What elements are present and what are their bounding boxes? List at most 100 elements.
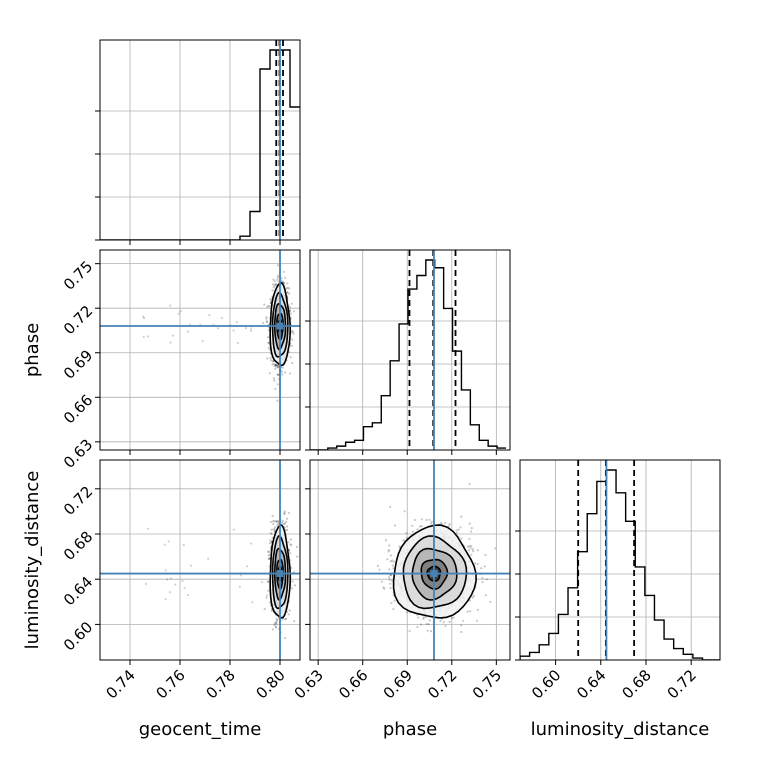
scatter-point	[460, 624, 463, 627]
scatter-point	[474, 562, 477, 565]
scatter-point	[265, 317, 268, 320]
scatter-point	[269, 532, 272, 535]
scatter-point	[444, 624, 447, 628]
scatter-point	[376, 564, 379, 568]
scatter-point	[430, 520, 433, 523]
scatter-point	[235, 321, 238, 324]
xtick-label: 0.63	[291, 666, 327, 702]
scatter-point	[422, 617, 425, 620]
scatter-point	[430, 522, 433, 525]
scatter-point	[272, 527, 275, 531]
scatter-point	[263, 303, 266, 306]
scatter-point	[470, 545, 473, 548]
scatter-point	[416, 625, 419, 629]
scatter-point	[273, 529, 276, 532]
scatter-point	[144, 582, 147, 586]
scatter-point	[289, 538, 292, 541]
scatter-point	[268, 550, 271, 554]
scatter-point	[286, 291, 289, 294]
scatter-point	[389, 505, 392, 508]
scatter-point	[429, 630, 433, 633]
scatter-point	[419, 623, 423, 626]
panel-frame	[99, 39, 301, 241]
scatter-point	[276, 619, 279, 622]
scatter-point	[288, 511, 291, 514]
scatter-point	[268, 372, 271, 375]
scatter-point	[267, 557, 270, 561]
scatter-point	[216, 327, 220, 330]
panel-content	[100, 250, 300, 450]
scatter-point	[389, 554, 393, 557]
panel-geocent_time	[95, 39, 301, 245]
scatter-point	[183, 587, 186, 590]
scatter-point	[274, 364, 277, 367]
scatter-point	[249, 329, 253, 332]
scatter-point	[452, 616, 455, 619]
xaxis-label-luminosity_distance: luminosity_distance	[531, 719, 710, 740]
scatter-point	[469, 610, 472, 613]
xaxis-label-phase: phase	[383, 719, 437, 740]
scatter-point	[268, 542, 271, 545]
truth-marker	[430, 570, 438, 578]
scatter-point	[460, 515, 463, 518]
scatter-point	[382, 586, 385, 589]
scatter-point	[468, 599, 471, 602]
scatter-point	[245, 565, 249, 568]
scatter-point	[143, 316, 146, 320]
scatter-point	[476, 549, 479, 552]
panel-geocent_time-vs-phase: 0.63 0.66 0.69 0.72 0.75	[60, 249, 301, 472]
panel-phase-vs-luminosity_distance: 0.63 0.66 0.69 0.72 0.75	[291, 459, 511, 702]
yaxis-label-phase: phase	[22, 323, 43, 377]
scatter-point	[271, 628, 274, 631]
scatter-point	[276, 364, 279, 367]
scatter-point	[268, 557, 271, 560]
scatter-point	[273, 624, 276, 627]
panel-frame	[309, 459, 511, 661]
scatter-point	[265, 594, 269, 597]
scatter-point	[236, 341, 240, 344]
scatter-point	[483, 565, 486, 568]
panel-geocent_time-vs-luminosity_distance: 0.60 0.64 0.68 0.72 0.74 0.76 0.78 0.80	[60, 459, 301, 702]
panel-content	[310, 250, 506, 450]
xtick-label: 0.72	[664, 666, 700, 702]
scatter-point	[471, 548, 474, 551]
scatter-point	[390, 574, 393, 577]
scatter-point	[276, 399, 279, 402]
scatter-point	[269, 297, 272, 300]
scatter-point	[271, 363, 274, 366]
scatter-point	[266, 306, 269, 309]
scatter-point	[470, 530, 473, 533]
scatter-point	[276, 366, 279, 369]
scatter-point	[273, 520, 276, 523]
scatter-point	[467, 545, 470, 548]
scatter-point	[232, 528, 235, 531]
xtick-label: 0.72	[424, 666, 460, 702]
scatter-point	[273, 379, 276, 382]
scatter-point	[291, 330, 294, 333]
scatter-point	[272, 360, 275, 363]
scatter-point	[266, 357, 269, 360]
xaxis-label-geocent_time: geocent_time	[139, 719, 262, 740]
scatter-point	[392, 608, 395, 611]
scatter-point	[272, 377, 275, 380]
scatter-point	[277, 373, 280, 376]
xtick-label: 0.76	[152, 666, 188, 702]
xtick-label: 0.69	[380, 666, 416, 702]
scatter-point	[282, 270, 285, 274]
scatter-point	[293, 620, 296, 623]
scatter-point	[244, 327, 247, 330]
scatter-point	[283, 510, 286, 513]
scatter-point	[285, 617, 288, 620]
scatter-point	[268, 553, 271, 556]
scatter-point	[275, 520, 278, 523]
scatter-point	[282, 281, 286, 284]
scatter-point	[455, 529, 458, 532]
xtick-label: 0.74	[102, 666, 138, 702]
scatter-point	[269, 539, 272, 542]
scatter-point	[281, 617, 285, 621]
ytick-label: 0.66	[60, 391, 96, 427]
scatter-point	[444, 521, 447, 525]
scatter-point	[169, 304, 172, 307]
scatter-point	[267, 346, 270, 350]
scatter-point	[484, 553, 487, 557]
